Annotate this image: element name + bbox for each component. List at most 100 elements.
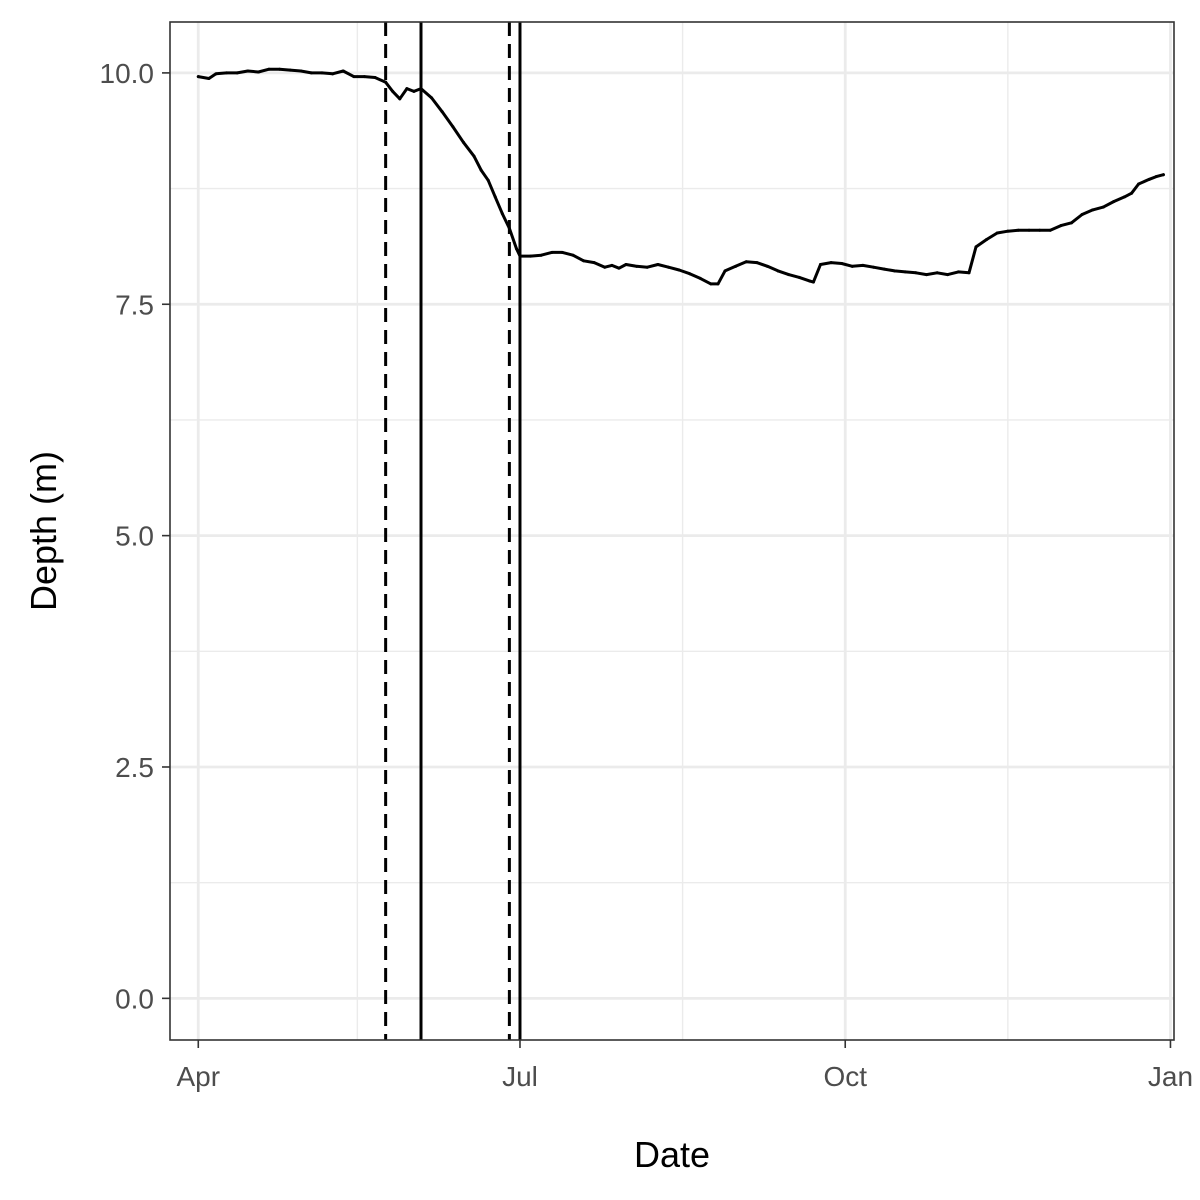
series-point bbox=[635, 264, 639, 268]
series-point bbox=[617, 266, 621, 270]
series-point bbox=[529, 254, 533, 258]
series-point bbox=[811, 280, 815, 284]
minor-gridlines bbox=[170, 22, 1174, 1040]
series-point bbox=[935, 271, 939, 275]
series-point bbox=[956, 270, 960, 274]
series-point bbox=[755, 261, 759, 265]
x-tick-labels: Apr Jul Oct Jan bbox=[176, 1061, 1193, 1092]
panel-background bbox=[170, 22, 1174, 1040]
series-point bbox=[592, 261, 596, 265]
series-point bbox=[1091, 208, 1095, 212]
y-tick-labels: 0.0 2.5 5.0 7.5 10.0 bbox=[100, 58, 155, 1014]
series-point bbox=[872, 265, 876, 269]
series-point bbox=[995, 231, 999, 235]
series-point bbox=[384, 80, 388, 84]
y-tick-label: 0.0 bbox=[115, 983, 154, 1014]
series-point bbox=[214, 72, 218, 76]
series-point bbox=[850, 264, 854, 268]
series-point bbox=[893, 269, 897, 273]
series-point bbox=[225, 71, 229, 75]
series-point bbox=[974, 245, 978, 249]
series-point bbox=[582, 259, 586, 263]
y-tick-label: 2.5 bbox=[115, 752, 154, 783]
series-group bbox=[196, 67, 1165, 286]
axis-ticks bbox=[162, 72, 1172, 1048]
series-point bbox=[1147, 177, 1151, 181]
series-point bbox=[256, 70, 260, 74]
series-point bbox=[723, 269, 727, 273]
series-point bbox=[946, 273, 950, 277]
x-tick-label: Jul bbox=[502, 1061, 538, 1092]
y-tick-label: 7.5 bbox=[115, 289, 154, 320]
series-point bbox=[341, 69, 345, 73]
series-point bbox=[550, 250, 554, 254]
series-point bbox=[716, 282, 720, 286]
series-point bbox=[560, 250, 564, 254]
series-point bbox=[603, 265, 607, 269]
series-point bbox=[840, 262, 844, 266]
series-point bbox=[278, 67, 282, 71]
series-point bbox=[967, 271, 971, 275]
series-point bbox=[288, 68, 292, 72]
series-point bbox=[352, 75, 356, 79]
series-point bbox=[829, 261, 833, 265]
series-point bbox=[196, 75, 200, 79]
series-point bbox=[1016, 228, 1020, 232]
series-point bbox=[656, 262, 660, 266]
series-point bbox=[709, 282, 713, 286]
series-point bbox=[1069, 221, 1073, 225]
y-tick-label: 10.0 bbox=[100, 58, 155, 89]
series-point bbox=[688, 272, 692, 276]
series-point bbox=[246, 69, 250, 73]
series-point bbox=[518, 254, 522, 258]
series-point bbox=[461, 140, 465, 144]
series-point bbox=[610, 263, 614, 267]
series-point bbox=[1137, 182, 1141, 186]
series-point bbox=[493, 195, 497, 199]
series-point bbox=[472, 154, 476, 158]
series-point bbox=[1048, 228, 1052, 232]
x-tick-label: Oct bbox=[823, 1061, 867, 1092]
series-point bbox=[1027, 228, 1031, 232]
series-point bbox=[391, 89, 395, 93]
panel-border bbox=[169, 21, 1175, 1041]
series-point bbox=[985, 237, 989, 241]
series-point bbox=[451, 125, 455, 129]
series-point bbox=[412, 89, 416, 93]
series-point bbox=[797, 275, 801, 279]
x-tick-label: Jan bbox=[1148, 1061, 1193, 1092]
series-point bbox=[1101, 205, 1105, 209]
series-point bbox=[1161, 173, 1165, 177]
series-point bbox=[903, 270, 907, 274]
series-point bbox=[320, 71, 324, 75]
series-point bbox=[914, 271, 918, 275]
series-point bbox=[645, 265, 649, 269]
series-point bbox=[419, 87, 423, 91]
series-point bbox=[405, 87, 409, 91]
y-tick-label: 5.0 bbox=[115, 521, 154, 552]
series-point bbox=[925, 273, 929, 277]
series-point bbox=[373, 76, 377, 80]
series-point bbox=[624, 262, 628, 266]
series-point bbox=[1123, 195, 1127, 199]
series-point bbox=[507, 226, 511, 230]
series-point bbox=[677, 268, 681, 272]
series-point bbox=[808, 279, 812, 283]
x-tick-label: Apr bbox=[176, 1061, 220, 1092]
series-point bbox=[331, 72, 335, 76]
series-point bbox=[666, 265, 670, 269]
series-point bbox=[776, 269, 780, 273]
series-point bbox=[514, 247, 518, 251]
series-point bbox=[734, 264, 738, 268]
series-point bbox=[299, 69, 303, 73]
series-point bbox=[479, 168, 483, 172]
series-point bbox=[309, 71, 313, 75]
x-axis-title: Date bbox=[634, 1134, 710, 1175]
series-point bbox=[1080, 212, 1084, 216]
series-point bbox=[861, 263, 865, 267]
series-point bbox=[235, 71, 239, 75]
series-point bbox=[744, 260, 748, 264]
series-point bbox=[430, 96, 434, 100]
